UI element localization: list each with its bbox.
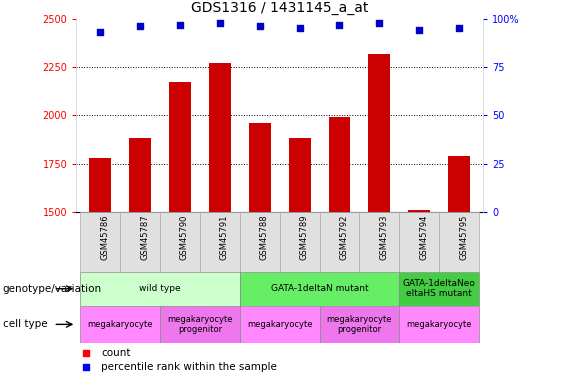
Point	[95, 29, 105, 35]
Text: megakaryocyte
progenitor: megakaryocyte progenitor	[167, 315, 233, 334]
Text: wild type: wild type	[139, 284, 181, 293]
Text: cell type: cell type	[3, 320, 47, 329]
Point	[455, 26, 464, 32]
Point	[295, 26, 304, 32]
Title: GDS1316 / 1431145_a_at: GDS1316 / 1431145_a_at	[191, 1, 368, 15]
Point	[335, 21, 344, 27]
FancyBboxPatch shape	[160, 212, 200, 272]
Point	[255, 24, 264, 30]
Point	[176, 21, 185, 27]
FancyBboxPatch shape	[160, 306, 240, 343]
Text: GSM45790: GSM45790	[180, 215, 189, 260]
Text: genotype/variation: genotype/variation	[3, 284, 102, 294]
Bar	[249, 123, 271, 212]
FancyBboxPatch shape	[399, 306, 479, 343]
FancyBboxPatch shape	[80, 212, 120, 272]
FancyBboxPatch shape	[439, 212, 479, 272]
Text: GSM45791: GSM45791	[220, 215, 229, 260]
Point	[397, 172, 406, 178]
FancyBboxPatch shape	[240, 212, 280, 272]
Text: GATA-1deltaN mutant: GATA-1deltaN mutant	[271, 284, 368, 293]
Point	[375, 20, 384, 26]
FancyBboxPatch shape	[240, 272, 399, 306]
Bar	[209, 63, 231, 212]
Text: GSM45794: GSM45794	[419, 215, 428, 260]
Bar	[89, 158, 111, 212]
Text: megakaryocyte
progenitor: megakaryocyte progenitor	[327, 315, 392, 334]
FancyBboxPatch shape	[280, 212, 320, 272]
FancyBboxPatch shape	[80, 272, 240, 306]
Text: megakaryocyte: megakaryocyte	[406, 320, 472, 329]
FancyBboxPatch shape	[200, 212, 240, 272]
Point	[397, 300, 406, 306]
Text: GSM45787: GSM45787	[140, 215, 149, 261]
FancyBboxPatch shape	[399, 212, 439, 272]
Text: GSM45789: GSM45789	[299, 215, 308, 260]
Text: count: count	[101, 348, 131, 358]
Text: GSM45788: GSM45788	[260, 215, 269, 261]
Text: GSM45792: GSM45792	[340, 215, 349, 260]
Bar	[169, 81, 191, 212]
FancyBboxPatch shape	[359, 212, 399, 272]
FancyBboxPatch shape	[320, 212, 359, 272]
Text: GSM45795: GSM45795	[459, 215, 468, 260]
Text: GSM45793: GSM45793	[379, 215, 388, 260]
FancyBboxPatch shape	[120, 212, 160, 272]
Bar	[129, 138, 151, 212]
Bar	[448, 156, 470, 212]
FancyBboxPatch shape	[399, 272, 479, 306]
Bar	[368, 54, 390, 212]
Text: GATA-1deltaNeo
eltaHS mutant: GATA-1deltaNeo eltaHS mutant	[403, 279, 476, 298]
Text: percentile rank within the sample: percentile rank within the sample	[101, 362, 277, 372]
Text: GSM45786: GSM45786	[100, 215, 109, 261]
FancyBboxPatch shape	[240, 306, 320, 343]
Bar	[289, 138, 311, 212]
Point	[136, 24, 145, 30]
Point	[215, 20, 224, 26]
Text: megakaryocyte: megakaryocyte	[247, 320, 312, 329]
FancyBboxPatch shape	[80, 306, 160, 343]
Bar	[408, 210, 430, 212]
Bar	[328, 117, 350, 212]
FancyBboxPatch shape	[320, 306, 399, 343]
Point	[415, 27, 424, 33]
Text: megakaryocyte: megakaryocyte	[88, 320, 153, 329]
